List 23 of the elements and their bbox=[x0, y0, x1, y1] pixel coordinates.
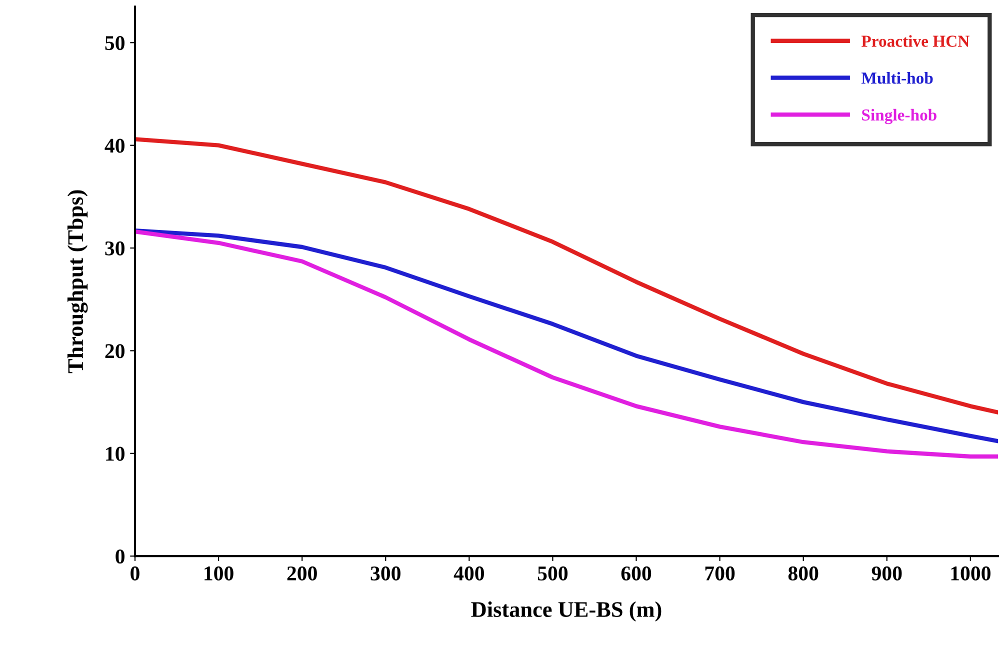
x-tick-label: 0 bbox=[130, 566, 140, 580]
x-tick-label: 100 bbox=[204, 566, 234, 580]
y-tick-label: 30 bbox=[105, 241, 124, 256]
x-tick-label: 700 bbox=[705, 566, 735, 580]
y-axis-title: Throughput (Tbps) bbox=[67, 190, 88, 374]
x-tick-label: 1000 bbox=[951, 566, 990, 580]
y-tick-label: 20 bbox=[105, 344, 124, 358]
x-tick-label: 800 bbox=[788, 566, 818, 580]
legend-label: Multi-hob bbox=[861, 72, 933, 84]
x-tick-label: 500 bbox=[538, 566, 568, 580]
line-series bbox=[135, 137, 998, 414]
y-tick-label: 0 bbox=[116, 549, 124, 564]
y-tick-label: 10 bbox=[106, 446, 124, 461]
x-tick-label: 400 bbox=[454, 566, 484, 580]
legend-label: Single-hob bbox=[862, 108, 936, 124]
x-axis-title: Distance UE-BS (m) bbox=[471, 601, 662, 622]
x-tick-label: 300 bbox=[370, 566, 400, 580]
legend-label: Proactive HCN bbox=[861, 35, 970, 47]
x-tick-label: 900 bbox=[872, 566, 902, 580]
y-tick-label: 40 bbox=[104, 138, 124, 153]
x-tick-label: 200 bbox=[287, 566, 317, 580]
y-tick-label: 50 bbox=[105, 36, 124, 50]
x-tick-label: 600 bbox=[621, 566, 652, 580]
